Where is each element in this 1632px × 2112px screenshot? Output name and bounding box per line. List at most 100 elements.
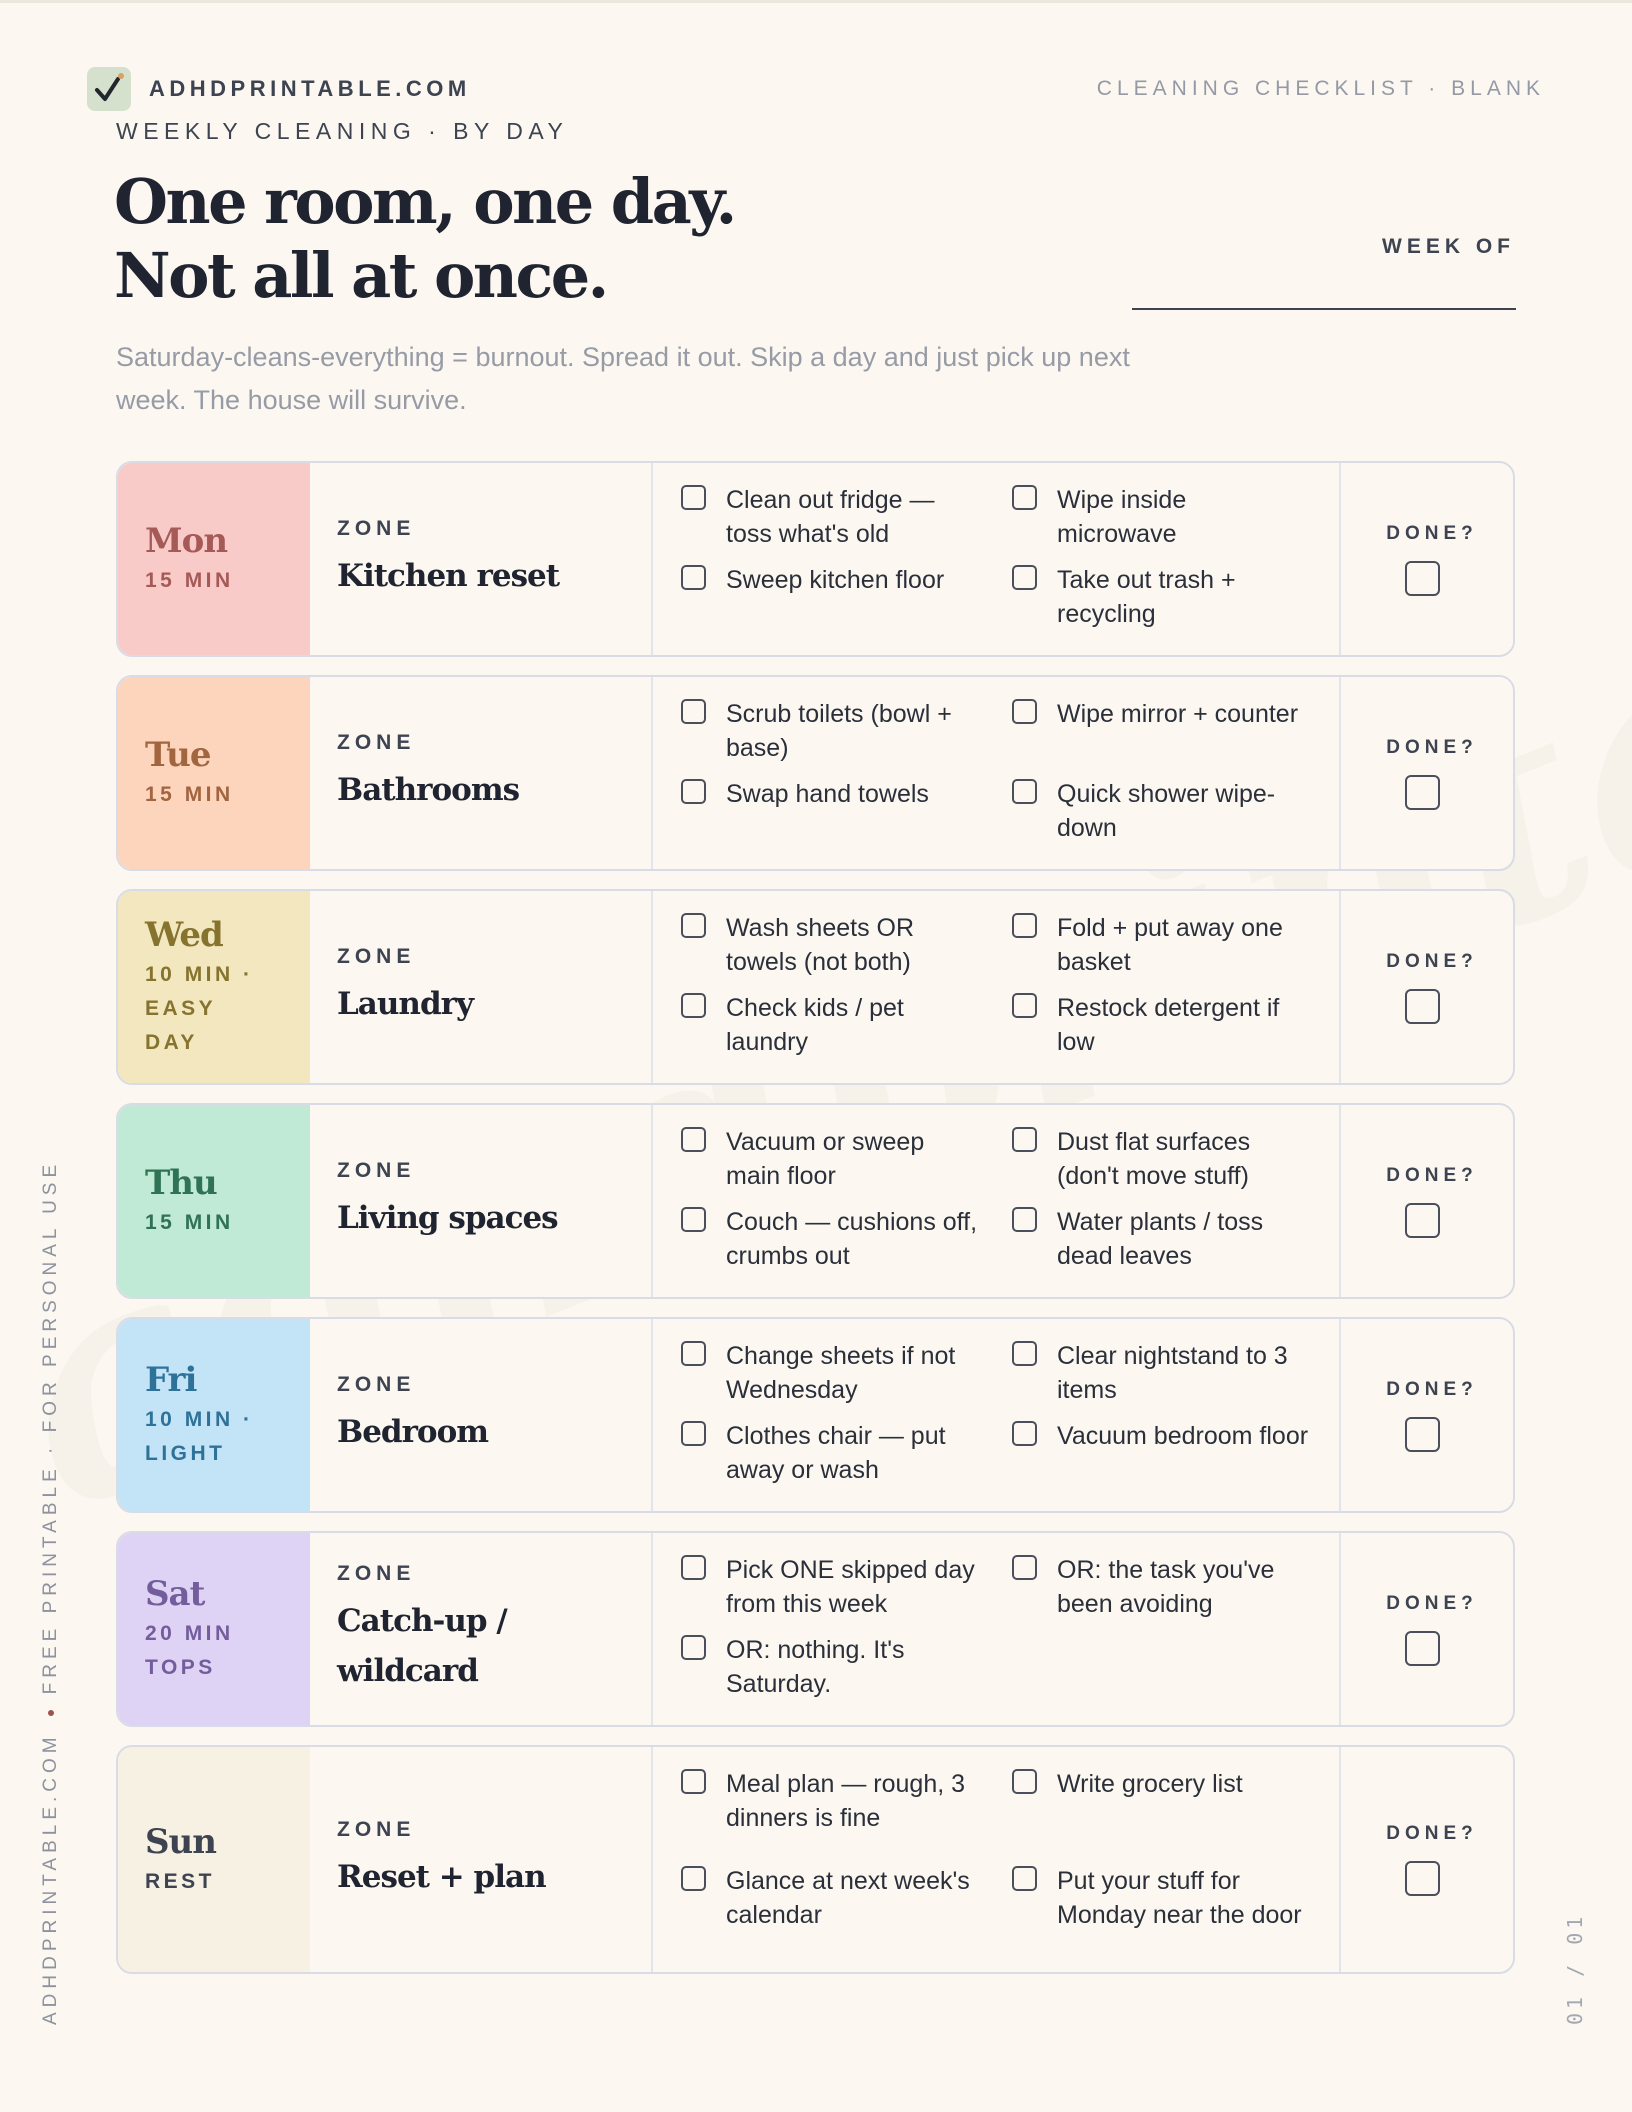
task-label: Clean out fridge — toss what's old: [726, 486, 935, 548]
task-item[interactable]: Put your stuff for Monday near the door: [1012, 1860, 1343, 1957]
done-checkbox[interactable]: [1404, 560, 1440, 596]
task-checkbox[interactable]: [681, 1207, 706, 1232]
zone-block: ZONE Laundry: [310, 891, 653, 1083]
day-block: Sun REST: [118, 1747, 310, 1972]
day-card-tue: Tue 15 MIN ZONE Bathrooms Scrub toilets (bow…: [116, 675, 1515, 871]
task-label: Restock detergent if low: [1057, 994, 1280, 1056]
task-item[interactable]: Quick shower wipe-down: [1012, 773, 1343, 853]
task-item[interactable]: OR: the task you've been avoiding: [1012, 1549, 1343, 1629]
separator-dot-icon: [48, 1710, 54, 1717]
zone-name: Bathrooms: [337, 772, 520, 808]
task-item[interactable]: Take out trash + recycling: [1012, 559, 1343, 639]
task-label: Vacuum or sweep main floor: [726, 1128, 925, 1190]
zone-block: ZONE Bedroom: [310, 1319, 653, 1511]
done-checkbox[interactable]: [1404, 1861, 1440, 1896]
task-checkbox[interactable]: [1012, 699, 1037, 724]
zone-block: ZONE Living spaces: [310, 1105, 653, 1297]
task-checkbox[interactable]: [1012, 1555, 1037, 1580]
day-name: Tue: [145, 735, 212, 775]
task-item[interactable]: Couch — cushions off, crumbs out: [681, 1201, 1012, 1281]
task-checkbox[interactable]: [1012, 565, 1037, 590]
day-block: Tue 15 MIN: [118, 677, 310, 869]
week-of-field[interactable]: [1132, 308, 1516, 310]
task-checkbox[interactable]: [1012, 1127, 1037, 1152]
task-item[interactable]: Wipe inside microwave: [1012, 479, 1343, 559]
task-checkbox[interactable]: [681, 1555, 706, 1580]
task-item[interactable]: Swap hand towels: [681, 773, 1012, 853]
task-item[interactable]: Change sheets if not Wednesday: [681, 1335, 1012, 1415]
day-card-fri: Fri 10 MIN · LIGHT ZONE Bedroom Change sheet…: [116, 1317, 1515, 1513]
day-name: Thu: [145, 1163, 218, 1203]
headline-line-1: One room, one day.: [114, 165, 737, 238]
task-item[interactable]: Glance at next week's calendar: [681, 1860, 1012, 1957]
task-label: Water plants / toss dead leaves: [1057, 1208, 1264, 1270]
task-checkbox[interactable]: [1012, 779, 1037, 804]
task-checkbox[interactable]: [681, 913, 706, 938]
task-checkbox[interactable]: [681, 565, 706, 590]
task-item[interactable]: Wash sheets OR towels (not both): [681, 907, 1012, 987]
task-checkbox[interactable]: [681, 779, 706, 804]
brand: ADHDPRINTABLE.COM: [87, 67, 471, 111]
zone-label: ZONE: [337, 1373, 416, 1396]
task-checkbox[interactable]: [681, 1635, 706, 1660]
task-checkbox[interactable]: [681, 1341, 706, 1366]
task-item[interactable]: Fold + put away one basket: [1012, 907, 1343, 987]
side-footer-site: ADHDPRINTABLE.COM: [40, 1732, 61, 2025]
day-duration: 15 MIN: [145, 569, 234, 592]
task-checkbox[interactable]: [1012, 1341, 1037, 1366]
task-item[interactable]: Clothes chair — put away or wash: [681, 1415, 1012, 1495]
done-checkbox[interactable]: [1404, 1202, 1440, 1238]
done-block: DONE?: [1341, 1105, 1513, 1297]
task-item[interactable]: Clear nightstand to 3 items: [1012, 1335, 1343, 1415]
day-card-thu: Thu 15 MIN ZONE Living spaces Vacuum or swee…: [116, 1103, 1515, 1299]
task-checkbox[interactable]: [1012, 485, 1037, 510]
task-checkbox[interactable]: [681, 1421, 706, 1446]
task-item[interactable]: Write grocery list: [1012, 1763, 1343, 1860]
task-checkbox[interactable]: [1012, 1207, 1037, 1232]
task-item[interactable]: Check kids / pet laundry: [681, 987, 1012, 1067]
task-checkbox[interactable]: [681, 699, 706, 724]
zone-label: ZONE: [337, 517, 416, 540]
task-checkbox[interactable]: [1012, 1865, 1037, 1891]
day-duration: REST: [145, 1869, 216, 1893]
task-checkbox[interactable]: [1012, 1421, 1037, 1446]
day-duration: 10 MIN · EASY DAY: [145, 963, 254, 1054]
subtitle: Saturday-cleans-everything = burnout. Sp…: [116, 342, 1130, 415]
task-item[interactable]: Vacuum bedroom floor: [1012, 1415, 1343, 1495]
task-label: Change sheets if not Wednesday: [726, 1342, 956, 1404]
day-duration: 10 MIN · LIGHT: [145, 1408, 254, 1465]
task-item[interactable]: Meal plan — rough, 3 dinners is fine: [681, 1763, 1012, 1860]
task-item[interactable]: OR: nothing. It's Saturday.: [681, 1629, 1012, 1709]
task-checkbox[interactable]: [681, 1127, 706, 1152]
task-item[interactable]: Vacuum or sweep main floor: [681, 1121, 1012, 1201]
task-item[interactable]: Clean out fridge — toss what's old: [681, 479, 1012, 559]
task-item[interactable]: Wipe mirror + counter: [1012, 693, 1343, 773]
task-checkbox[interactable]: [681, 993, 706, 1018]
task-checkbox[interactable]: [1012, 913, 1037, 938]
day-card-sun: Sun REST ZONE Reset + plan Meal plan — rough…: [116, 1745, 1515, 1974]
day-block: Mon 15 MIN: [118, 463, 310, 655]
zone-name: Reset + plan: [337, 1858, 547, 1895]
zone-block: ZONE Reset + plan: [310, 1747, 653, 1972]
task-item[interactable]: Dust flat surfaces (don't move stuff): [1012, 1121, 1343, 1201]
day-card-mon: Mon 15 MIN ZONE Kitchen reset Clean out frid…: [116, 461, 1515, 657]
task-checkbox[interactable]: [681, 1865, 706, 1891]
done-checkbox[interactable]: [1404, 774, 1440, 810]
day-block: Fri 10 MIN · LIGHT: [118, 1319, 310, 1511]
task-checkbox[interactable]: [681, 1769, 706, 1794]
task-item[interactable]: Pick ONE skipped day from this week: [681, 1549, 1012, 1629]
task-checkbox[interactable]: [1012, 1769, 1037, 1794]
task-checkbox[interactable]: [1012, 993, 1037, 1018]
task-item[interactable]: Scrub toilets (bowl + base): [681, 693, 1012, 773]
done-checkbox[interactable]: [1404, 1416, 1440, 1452]
done-checkbox[interactable]: [1404, 988, 1440, 1024]
zone-label: ZONE: [337, 945, 416, 968]
task-item[interactable]: Water plants / toss dead leaves: [1012, 1201, 1343, 1281]
task-item[interactable]: Sweep kitchen floor: [681, 559, 1012, 639]
task-checkbox[interactable]: [681, 485, 706, 510]
task-item[interactable]: Restock detergent if low: [1012, 987, 1343, 1067]
task-list: Wash sheets OR towels (not both) Fold + p…: [653, 891, 1341, 1083]
done-checkbox[interactable]: [1404, 1630, 1440, 1666]
page-title: One room, one day. Not all at once.: [114, 165, 737, 313]
task-list: Vacuum or sweep main floor Dust flat surf…: [653, 1105, 1341, 1297]
